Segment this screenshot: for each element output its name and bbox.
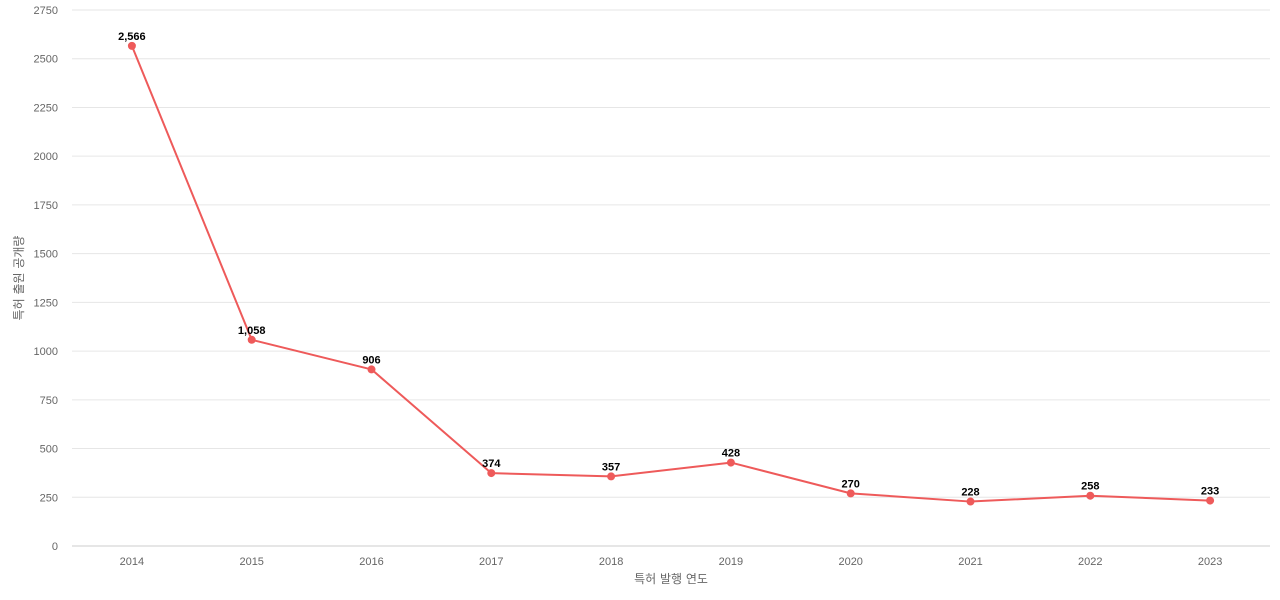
x-tick-label: 2019 — [719, 556, 743, 568]
data-point — [1206, 496, 1215, 505]
x-tick-label: 2016 — [359, 556, 383, 568]
y-axis-title: 특허 출원 공개량 — [12, 236, 26, 321]
y-tick-label: 1250 — [34, 297, 58, 309]
series-line — [130, 45, 1211, 503]
data-label: 1,058 — [238, 325, 266, 337]
series — [127, 41, 1215, 506]
data-point — [127, 41, 136, 50]
x-tick-label: 2018 — [599, 556, 623, 568]
data-label: 270 — [842, 478, 860, 490]
data-label: 228 — [961, 487, 979, 499]
data-label: 374 — [482, 458, 501, 470]
x-tick-label: 2022 — [1078, 556, 1102, 568]
y-tick-label: 1000 — [34, 346, 58, 358]
x-tick-label: 2020 — [838, 556, 862, 568]
data-point — [607, 472, 616, 481]
y-tick-label: 2000 — [34, 151, 58, 163]
x-tick-label: 2014 — [120, 556, 144, 568]
data-point — [846, 489, 855, 498]
data-point — [247, 335, 256, 344]
data-point — [367, 365, 376, 374]
y-tick-label: 500 — [40, 444, 58, 456]
x-tick-label: 2015 — [239, 556, 263, 568]
data-labels: 2,566 1,058 906 374 357 428 270 228 258 233 — [118, 31, 1219, 499]
x-tick-label: 2023 — [1198, 556, 1222, 568]
data-label: 357 — [602, 461, 620, 473]
y-tick-label: 2250 — [34, 102, 58, 114]
data-point — [1086, 491, 1095, 500]
x-axis-title: 특허 발행 연도 — [634, 571, 708, 586]
y-tick-label: 1500 — [34, 249, 58, 261]
x-tick-label: 2017 — [479, 556, 503, 568]
data-label: 906 — [362, 354, 380, 366]
y-tick-label: 250 — [40, 492, 58, 504]
y-tick-label: 1750 — [34, 200, 58, 212]
y-tick-label: 2750 — [34, 5, 58, 17]
data-label: 2,566 — [118, 31, 146, 43]
data-point — [487, 469, 496, 478]
gridlines — [72, 9, 1270, 498]
data-point — [966, 497, 975, 506]
y-tick-label: 750 — [40, 395, 58, 407]
axes: 0 250 500 750 1000 1250 1500 1750 2000 2250 2500 27… — [34, 5, 1270, 568]
data-label: 428 — [722, 448, 740, 460]
data-label: 233 — [1201, 486, 1219, 498]
y-tick-label: 2500 — [34, 54, 58, 66]
x-tick-label: 2021 — [958, 556, 982, 568]
y-tick-label: 0 — [52, 541, 58, 553]
data-point — [726, 458, 735, 467]
data-label: 258 — [1081, 481, 1099, 493]
